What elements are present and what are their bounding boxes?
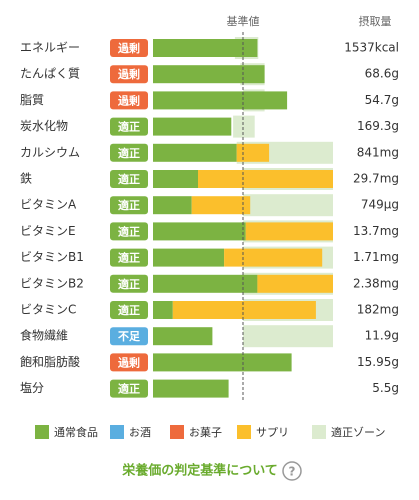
status-badge <box>110 248 148 267</box>
bar-segment <box>245 222 333 241</box>
legend-swatch <box>237 425 251 439</box>
nutrient-label: エネルギー <box>20 41 80 55</box>
amount: 2.38mg <box>353 276 399 290</box>
status-label: 過剰 <box>117 41 140 55</box>
bar-segment <box>257 274 333 293</box>
status-badge <box>110 196 148 215</box>
nutrient-label: 飽和脂肪酸 <box>20 354 80 369</box>
status-label: 適正 <box>118 382 140 396</box>
status-badge <box>110 143 148 162</box>
amount: 5.5g <box>372 381 399 395</box>
amount: 182mg <box>357 303 399 317</box>
status-label: 適正 <box>118 146 140 160</box>
help-icon[interactable] <box>282 461 302 481</box>
bar-segment <box>153 379 229 398</box>
legend-label: 通常食品 <box>54 425 98 439</box>
reference-label: 基準値 <box>227 14 260 28</box>
legend-label: サプリ <box>256 426 289 439</box>
status-label: 過剰 <box>117 93 140 107</box>
amount: 169.3g <box>357 119 399 133</box>
nutrient-label: ビタミンB2 <box>20 276 84 290</box>
bar-segment <box>236 143 270 162</box>
amount: 11.9g <box>365 329 399 343</box>
nutrient-label: ビタミンC <box>20 303 76 317</box>
bar-segment <box>153 170 198 188</box>
nutrient-label: 塩分 <box>20 380 44 395</box>
legend-swatch <box>312 425 326 439</box>
bar-segment <box>153 274 258 293</box>
status-badge <box>110 379 148 398</box>
status-label: 適正 <box>118 303 140 317</box>
amount: 841mg <box>357 145 399 159</box>
status-badge <box>110 117 148 136</box>
status-badge <box>110 65 148 84</box>
amount: 1.71mg <box>353 250 399 264</box>
status-label: 過剰 <box>117 67 140 81</box>
status-badge <box>110 170 148 188</box>
nutrient-label: 食物繊維 <box>20 328 68 343</box>
status-label: 適正 <box>118 224 140 238</box>
bar-segment <box>153 91 288 110</box>
legend-swatch <box>110 425 124 439</box>
amount-header: 摂取量 <box>359 14 392 28</box>
amount: 749μg <box>361 198 399 212</box>
nutrient-label: 炭水化物 <box>20 119 68 133</box>
amount: 13.7mg <box>353 224 399 238</box>
status-badge <box>110 327 148 346</box>
status-badge <box>110 274 148 293</box>
bar-segment <box>153 65 265 84</box>
bar-segment <box>153 327 213 346</box>
zone-band <box>243 325 333 348</box>
status-label: 過剰 <box>117 355 140 369</box>
amount: 29.7mg <box>353 172 399 186</box>
status-badge <box>110 91 148 110</box>
bar-segment <box>198 170 333 188</box>
nutrient-label: 鉄 <box>20 171 32 186</box>
bar-segment <box>224 248 323 267</box>
status-label: 適正 <box>118 198 140 212</box>
nutrient-label: たんぱく質 <box>20 66 80 81</box>
bar-segment <box>153 196 192 215</box>
status-label: 適正 <box>118 172 140 186</box>
bar-segment <box>153 301 173 319</box>
nutrient-label: ビタミンA <box>20 198 77 212</box>
bar-segment <box>153 39 258 57</box>
bar-segment <box>153 117 232 136</box>
bar-segment <box>153 222 246 241</box>
criteria-link[interactable]: 栄養価の判定基準について <box>121 463 278 479</box>
status-badge <box>110 39 148 57</box>
bar-segment <box>191 196 251 215</box>
status-label: 適正 <box>118 120 140 134</box>
status-badge <box>110 222 148 241</box>
bar-segment <box>153 143 237 162</box>
legend-label: 適正ゾーン <box>331 425 385 439</box>
legend-swatch <box>170 425 184 439</box>
nutrient-label: 脂質 <box>20 92 44 107</box>
nutrient-label: カルシウム <box>20 145 80 159</box>
zone-band <box>233 115 255 138</box>
status-badge <box>110 353 148 372</box>
zone-band <box>243 194 333 217</box>
status-label: 適正 <box>118 277 140 291</box>
status-badge <box>110 301 148 319</box>
amount: 15.95g <box>357 355 399 369</box>
legend-label: お菓子 <box>189 426 222 439</box>
bar-segment <box>153 248 225 267</box>
status-label: 適正 <box>118 251 140 265</box>
nutrient-label: ビタミンE <box>20 224 76 238</box>
legend-label: お酒 <box>129 426 151 439</box>
amount: 1537kcal <box>344 41 399 55</box>
amount: 68.6g <box>365 67 399 81</box>
bar-segment <box>172 301 316 319</box>
help-icon-label[interactable]: ? <box>289 465 296 479</box>
legend-swatch <box>35 425 49 439</box>
amount: 54.7g <box>365 93 399 107</box>
bar-segment <box>153 353 292 372</box>
status-label: 不足 <box>118 330 141 343</box>
nutrient-label: ビタミンB1 <box>20 250 84 264</box>
